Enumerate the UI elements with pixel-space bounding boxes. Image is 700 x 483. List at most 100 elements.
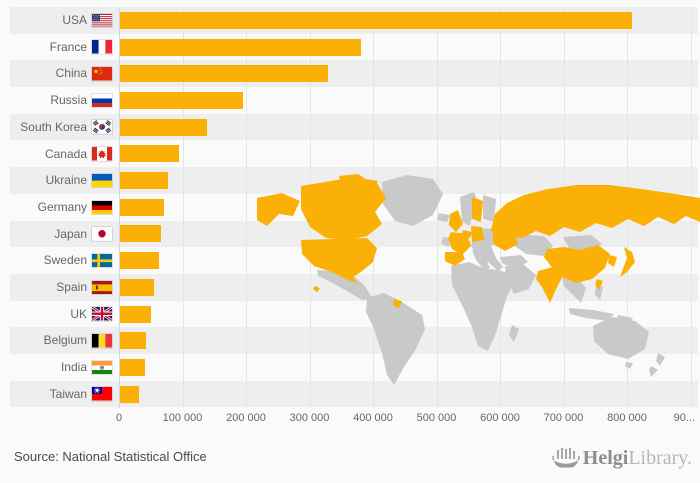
map-region-india	[536, 267, 564, 303]
flag-spain-icon	[92, 280, 112, 295]
flag-belgium-icon	[92, 334, 112, 348]
map-region-alaska	[257, 193, 300, 226]
gridline	[436, 7, 438, 408]
logo-helgi: Helgi	[582, 447, 629, 469]
map-region-russia	[491, 185, 700, 238]
category-label-russia: Russia	[50, 93, 87, 108]
map-region-hawaii	[313, 286, 320, 292]
map-land-caribbean	[354, 285, 366, 291]
map-land-madagascar	[509, 325, 519, 342]
map-land-iceland	[437, 213, 450, 222]
map-land-south-america	[366, 293, 425, 385]
bar-belgium[interactable]	[119, 332, 146, 350]
map-region-ukraine	[493, 233, 518, 251]
bar-germany[interactable]	[119, 198, 165, 216]
flag-taiwan-icon	[92, 387, 112, 401]
map-region-belgium	[462, 230, 472, 238]
map-land-indonesia	[569, 308, 614, 321]
map-region-sweden	[472, 197, 483, 222]
map-land-italy	[472, 250, 490, 271]
x-axis-tick-label: 700 000	[543, 412, 584, 424]
category-label-japan: Japan	[54, 226, 87, 241]
map-land-philippines	[595, 285, 603, 300]
map-land-africa	[451, 262, 514, 351]
logo-library: Library.	[628, 447, 692, 469]
flag-uk-icon	[92, 307, 112, 321]
flag-south-korea-icon	[92, 120, 112, 134]
row-stripe	[10, 87, 698, 114]
category-label-france: France	[49, 39, 87, 54]
map-region-france	[448, 232, 471, 255]
bar-india[interactable]	[119, 358, 146, 376]
x-axis-tick-label: 90...	[673, 412, 695, 424]
category-label-usa: USA	[62, 13, 87, 27]
x-axis-tick-label: 600 000	[480, 412, 520, 424]
map-land-new-zealand	[649, 353, 665, 377]
map-region-uk	[449, 210, 463, 232]
map-region-japan	[620, 247, 635, 277]
map-land-finland	[483, 195, 496, 222]
gridline	[246, 7, 247, 408]
bar-taiwan[interactable]	[119, 385, 139, 403]
map-region-usa	[301, 238, 377, 283]
map-region-taiwan	[595, 279, 603, 290]
category-label-belgium: Belgium	[43, 333, 87, 348]
bar-uk[interactable]	[119, 305, 151, 323]
flag-usa-icon	[92, 13, 112, 28]
map-region-canada	[301, 179, 386, 240]
category-label-ukraine: Ukraine	[45, 173, 87, 188]
x-axis-tick-label: 200 000	[226, 412, 266, 424]
category-label-india: India	[60, 360, 87, 375]
logo-wordmark: HelgiLibrary.	[583, 444, 692, 472]
bar-south-korea[interactable]	[119, 118, 207, 136]
bar-sweden[interactable]	[119, 252, 159, 270]
category-label-germany: Germany	[37, 199, 87, 214]
bar-ukraine[interactable]	[119, 172, 168, 190]
flag-russia-icon	[92, 93, 112, 108]
x-axis-tick-label: 0	[115, 412, 123, 424]
map-region-spain	[445, 252, 465, 266]
bar-spain[interactable]	[119, 278, 154, 296]
row-stripe	[10, 60, 698, 88]
map-region-germany	[471, 226, 484, 242]
bar-usa[interactable]	[119, 11, 633, 29]
map-land-australia	[593, 317, 649, 359]
x-axis-tick-label: 300 000	[289, 412, 330, 424]
category-label-uk: UK	[70, 306, 87, 321]
gridline	[500, 7, 501, 408]
map-land-tasmania	[625, 362, 633, 369]
map-land-middle-east	[505, 264, 536, 294]
bar-china[interactable]	[119, 65, 328, 83]
bar-canada[interactable]	[119, 145, 179, 163]
category-label-china: China	[55, 66, 87, 81]
row-stripe	[10, 113, 698, 141]
flag-sweden-icon	[92, 253, 112, 268]
flag-france-icon	[92, 40, 112, 54]
gridline	[182, 7, 184, 408]
map-region-south-korea	[608, 255, 617, 267]
viking-ship-icon	[551, 447, 580, 467]
category-label-taiwan: Taiwan	[49, 386, 87, 401]
map-land-mexico	[317, 270, 373, 300]
category-label-canada: Canada	[44, 146, 87, 161]
flag-india-icon	[92, 360, 112, 375]
x-axis-tick-label: 400 000	[353, 412, 393, 424]
flag-china-icon	[92, 67, 112, 81]
category-label-south-korea: South Korea	[20, 119, 87, 134]
category-label-sweden: Sweden	[43, 253, 87, 268]
bar-russia[interactable]	[119, 91, 243, 109]
flag-ukraine-icon	[92, 173, 112, 188]
flag-germany-icon	[92, 200, 112, 214]
flag-canada-icon	[92, 147, 112, 161]
helgi-library-logo[interactable]: HelgiLibrary.	[551, 444, 692, 472]
map-land-central-asia	[514, 234, 553, 256]
map-region-canada-arctic	[339, 174, 378, 190]
y-axis-line	[118, 7, 120, 408]
flag-japan-icon	[92, 227, 112, 241]
bar-japan[interactable]	[119, 225, 161, 243]
x-axis-tick-label: 800 000	[607, 412, 647, 424]
map-region-french-guiana	[393, 299, 402, 308]
category-label-spain: Spain	[56, 280, 87, 294]
bar-france[interactable]	[119, 38, 361, 56]
row-stripe	[10, 141, 698, 168]
